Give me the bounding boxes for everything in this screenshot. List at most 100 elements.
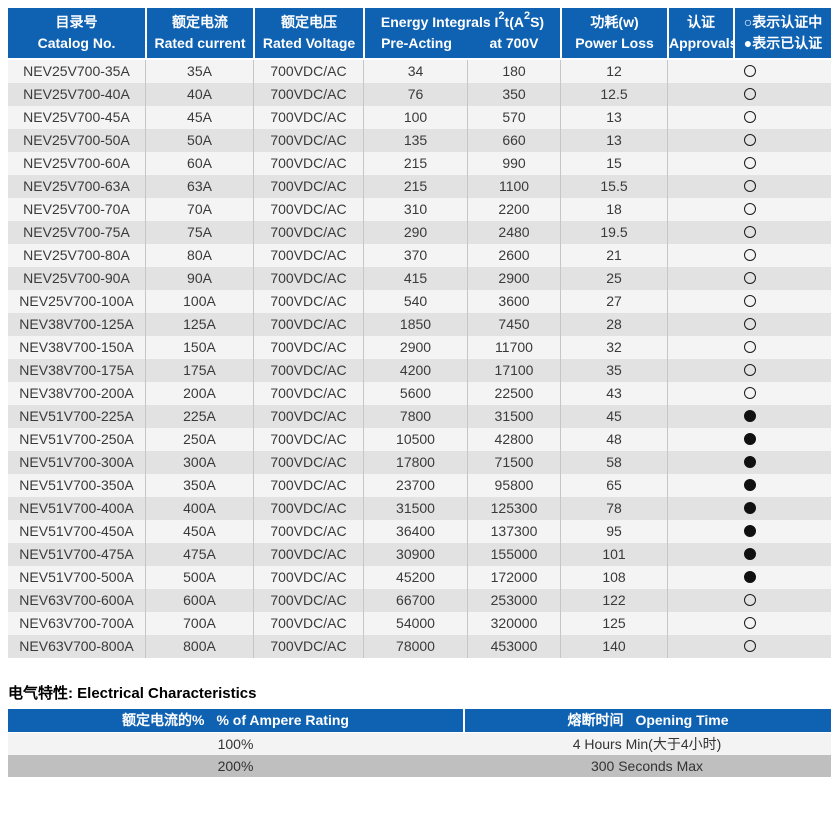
col-header-approval-legend: ○表示认证中 ●表示已认证 [733,8,831,60]
catalog-cell: NEV51V700-475A [8,543,145,566]
col-header-current-en: Rated current [154,35,246,51]
power-loss-cell: 125 [560,612,668,635]
voltage-cell: 700VDC/AC [253,106,363,129]
certified-filled-circle-icon [743,571,756,584]
at-700v-cell: 253000 [467,589,561,612]
power-loss-cell: 19.5 [560,221,668,244]
table-row: NEV38V700-125A 125A 700VDC/AC 1850 7450 28 [8,313,831,336]
pre-acting-cell: 45200 [363,566,467,589]
pending-open-circle-icon [743,364,756,377]
col-header-voltage: 额定电压 Rated Voltage [253,8,363,60]
pending-open-circle-icon [743,640,756,653]
voltage-cell: 700VDC/AC [253,152,363,175]
pending-open-circle-icon [743,272,756,285]
col-header-ampere-rating: 额定电流的% % of Ampere Rating [8,709,463,733]
approval-cell [667,175,831,198]
col-header-at-700v: at 700V [489,35,539,51]
approval-cell [667,589,831,612]
voltage-cell: 700VDC/AC [253,129,363,152]
col-header-pre-acting: Pre-Acting [381,35,452,51]
pre-acting-cell: 370 [363,244,467,267]
power-loss-cell: 35 [560,359,668,382]
pending-open-circle-icon [743,318,756,331]
catalog-cell: NEV25V700-35A [8,60,145,83]
table-row: NEV51V700-250A 250A 700VDC/AC 10500 42800 48 [8,428,831,451]
voltage-cell: 700VDC/AC [253,428,363,451]
approval-cell [667,543,831,566]
pre-acting-cell: 4200 [363,359,467,382]
voltage-cell: 700VDC/AC [253,83,363,106]
power-loss-cell: 95 [560,520,668,543]
table-row: NEV51V700-450A 450A 700VDC/AC 36400 137300 95 [8,520,831,543]
approval-cell [667,497,831,520]
pending-open-circle-icon [743,387,756,400]
table-row: NEV25V700-100A 100A 700VDC/AC 540 3600 27 [8,290,831,313]
table-row: NEV25V700-35A 35A 700VDC/AC 34 180 12 [8,60,831,83]
at-700v-cell: 95800 [467,474,561,497]
current-cell: 150A [145,336,253,359]
opening-time-zh: 熔断时间 [567,712,624,728]
table-row: NEV25V700-80A 80A 700VDC/AC 370 2600 21 [8,244,831,267]
voltage-cell: 700VDC/AC [253,244,363,267]
electrical-heading-en: Electrical Characteristics [77,685,257,702]
certified-filled-circle-icon [743,479,756,492]
catalog-cell: NEV51V700-300A [8,451,145,474]
electrical-characteristics-heading: 电气特性: Electrical Characteristics [8,682,831,703]
table-row: NEV38V700-150A 150A 700VDC/AC 2900 11700 32 [8,336,831,359]
approval-cell [667,267,831,290]
catalog-cell: NEV25V700-90A [8,267,145,290]
catalog-cell: NEV51V700-500A [8,566,145,589]
pre-acting-cell: 1850 [363,313,467,336]
power-loss-cell: 15 [560,152,668,175]
catalog-cell: NEV38V700-175A [8,359,145,382]
table-row: NEV25V700-50A 50A 700VDC/AC 135 660 13 [8,129,831,152]
table-row: NEV25V700-60A 60A 700VDC/AC 215 990 15 [8,152,831,175]
voltage-cell: 700VDC/AC [253,405,363,428]
pre-acting-cell: 540 [363,290,467,313]
at-700v-cell: 1100 [467,175,561,198]
pre-acting-cell: 415 [363,267,467,290]
current-cell: 250A [145,428,253,451]
pending-open-circle-icon [743,203,756,216]
col-header-energy-integrals: Energy Integrals I2t(A2S) Pre-Acting at … [363,8,561,60]
current-cell: 350A [145,474,253,497]
pending-open-circle-icon [743,341,756,354]
current-cell: 475A [145,543,253,566]
voltage-cell: 700VDC/AC [253,566,363,589]
catalog-cell: NEV38V700-200A [8,382,145,405]
at-700v-cell: 2900 [467,267,561,290]
table-row: NEV25V700-70A 70A 700VDC/AC 310 2200 18 [8,198,831,221]
certified-filled-circle-icon [743,410,756,423]
pending-open-circle-icon [743,65,756,78]
col-header-current-zh: 额定电流 [172,14,228,30]
current-cell: 500A [145,566,253,589]
at-700v-cell: 2600 [467,244,561,267]
table-row: NEV51V700-225A 225A 700VDC/AC 7800 31500 45 [8,405,831,428]
current-cell: 40A [145,83,253,106]
power-loss-cell: 12 [560,60,668,83]
electrical-table-header: 额定电流的% % of Ampere Rating 熔断时间 Opening Tim… [8,709,831,733]
table-row: NEV63V700-800A 800A 700VDC/AC 78000 453000 14… [8,635,831,658]
at-700v-cell: 990 [467,152,561,175]
table-row: NEV25V700-40A 40A 700VDC/AC 76 350 12.5 [8,83,831,106]
col-header-voltage-zh: 额定电压 [281,14,337,30]
col-header-approvals: 认证 Approvals [667,8,734,60]
current-cell: 700A [145,612,253,635]
at-700v-cell: 7450 [467,313,561,336]
power-loss-cell: 18 [560,198,668,221]
catalog-cell: NEV25V700-70A [8,198,145,221]
power-loss-cell: 28 [560,313,668,336]
pre-acting-cell: 7800 [363,405,467,428]
pre-acting-cell: 36400 [363,520,467,543]
approval-cell [667,405,831,428]
pending-open-circle-icon [743,157,756,170]
voltage-cell: 700VDC/AC [253,290,363,313]
ampere-rating-zh: 额定电流的% [122,712,205,728]
table-row: NEV51V700-300A 300A 700VDC/AC 17800 71500 58 [8,451,831,474]
pending-open-circle-icon [743,226,756,239]
at-700v-cell: 3600 [467,290,561,313]
energy-integrals-title: Energy Integrals I2t(A2S) [380,10,545,30]
at-700v-cell: 350 [467,83,561,106]
pre-acting-cell: 76 [363,83,467,106]
power-loss-cell: 12.5 [560,83,668,106]
